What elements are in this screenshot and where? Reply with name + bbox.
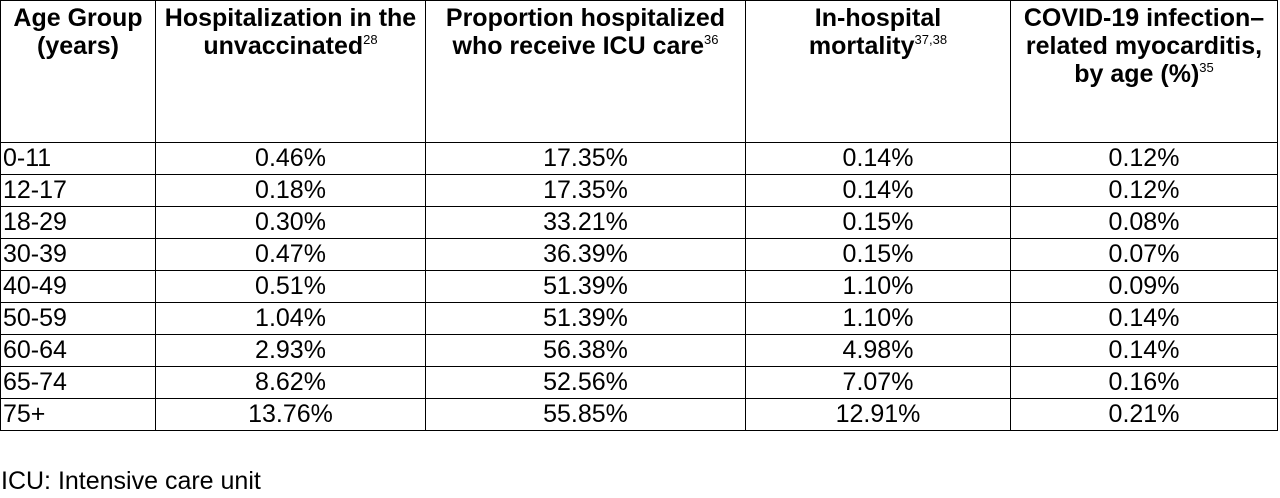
age-group-cell: 12-17 [0, 174, 156, 207]
age-group-cell: 65-74 [0, 366, 156, 399]
table-row: 65-74 8.62% 52.56% 7.07% 0.16% [0, 366, 1278, 399]
icu-proportion-cell: 17.35% [425, 142, 746, 175]
mortality-cell: 12.91% [745, 398, 1011, 431]
icu-proportion-cell: 55.85% [425, 398, 746, 431]
header-label: In-hospital mortality [808, 4, 942, 60]
header-reference: 37,38 [914, 32, 948, 47]
hospitalization-cell: 0.18% [155, 174, 426, 207]
age-group-cell: 40-49 [0, 270, 156, 303]
icu-proportion-cell: 56.38% [425, 334, 746, 367]
mortality-cell: 7.07% [745, 366, 1011, 399]
mortality-cell: 1.10% [745, 270, 1011, 303]
icu-proportion-cell: 17.35% [425, 174, 746, 207]
age-group-cell: 75+ [0, 398, 156, 431]
myocarditis-cell: 0.14% [1010, 334, 1278, 367]
myocarditis-cell: 0.08% [1010, 206, 1278, 239]
header-age-group: Age Group (years) [0, 0, 156, 143]
mortality-cell: 1.10% [745, 302, 1011, 335]
header-label: Hospitalization in the unvaccinated [164, 4, 417, 60]
myocarditis-cell: 0.09% [1010, 270, 1278, 303]
table-footnote: ICU: Intensive care unit [1, 467, 261, 495]
table-row: 18-29 0.30% 33.21% 0.15% 0.08% [0, 206, 1278, 239]
hospitalization-cell: 0.30% [155, 206, 426, 239]
table-row: 12-17 0.18% 17.35% 0.14% 0.12% [0, 174, 1278, 207]
header-in-hospital-mortality: In-hospital mortality37,38 [745, 0, 1011, 143]
hospitalization-cell: 1.04% [155, 302, 426, 335]
table-row: 50-59 1.04% 51.39% 1.10% 0.14% [0, 302, 1278, 335]
icu-proportion-cell: 52.56% [425, 366, 746, 399]
header-label: Age Group (years) [13, 4, 143, 60]
myocarditis-cell: 0.12% [1010, 174, 1278, 207]
table-row: 75+ 13.76% 55.85% 12.91% 0.21% [0, 398, 1278, 431]
hospitalization-cell: 13.76% [155, 398, 426, 431]
age-group-cell: 50-59 [0, 302, 156, 335]
header-myocarditis: COVID-19 infection–related myocarditis, … [1010, 0, 1278, 143]
header-label: COVID-19 infection–related myocarditis, … [1023, 4, 1265, 88]
table-row: 0-11 0.46% 17.35% 0.14% 0.12% [0, 142, 1278, 175]
hospitalization-cell: 0.47% [155, 238, 426, 271]
header-reference: 36 [704, 32, 719, 47]
icu-proportion-cell: 51.39% [425, 270, 746, 303]
age-group-cell: 30-39 [0, 238, 156, 271]
icu-proportion-cell: 33.21% [425, 206, 746, 239]
mortality-cell: 0.14% [745, 142, 1011, 175]
hospitalization-cell: 8.62% [155, 366, 426, 399]
myocarditis-cell: 0.21% [1010, 398, 1278, 431]
myocarditis-cell: 0.07% [1010, 238, 1278, 271]
age-group-cell: 0-11 [0, 142, 156, 175]
icu-proportion-cell: 51.39% [425, 302, 746, 335]
age-group-cell: 60-64 [0, 334, 156, 367]
covid-risk-table: Age Group (years) Hospitalization in the… [0, 0, 1278, 431]
hospitalization-cell: 0.51% [155, 270, 426, 303]
table-row: 30-39 0.47% 36.39% 0.15% 0.07% [0, 238, 1278, 271]
mortality-cell: 0.15% [745, 206, 1011, 239]
mortality-cell: 0.14% [745, 174, 1011, 207]
header-label: Proportion hospitalized who receive ICU … [445, 4, 726, 60]
hospitalization-cell: 2.93% [155, 334, 426, 367]
hospitalization-cell: 0.46% [155, 142, 426, 175]
header-reference: 35 [1199, 60, 1214, 75]
age-group-cell: 18-29 [0, 206, 156, 239]
header-icu-proportion: Proportion hospitalized who receive ICU … [425, 0, 746, 143]
table-row: 60-64 2.93% 56.38% 4.98% 0.14% [0, 334, 1278, 367]
table-row: 40-49 0.51% 51.39% 1.10% 0.09% [0, 270, 1278, 303]
myocarditis-cell: 0.14% [1010, 302, 1278, 335]
header-hospitalization: Hospitalization in the unvaccinated28 [155, 0, 426, 143]
icu-proportion-cell: 36.39% [425, 238, 746, 271]
mortality-cell: 0.15% [745, 238, 1011, 271]
myocarditis-cell: 0.12% [1010, 142, 1278, 175]
header-row: Age Group (years) Hospitalization in the… [0, 0, 1278, 143]
mortality-cell: 4.98% [745, 334, 1011, 367]
myocarditis-cell: 0.16% [1010, 366, 1278, 399]
header-reference: 28 [363, 32, 378, 47]
